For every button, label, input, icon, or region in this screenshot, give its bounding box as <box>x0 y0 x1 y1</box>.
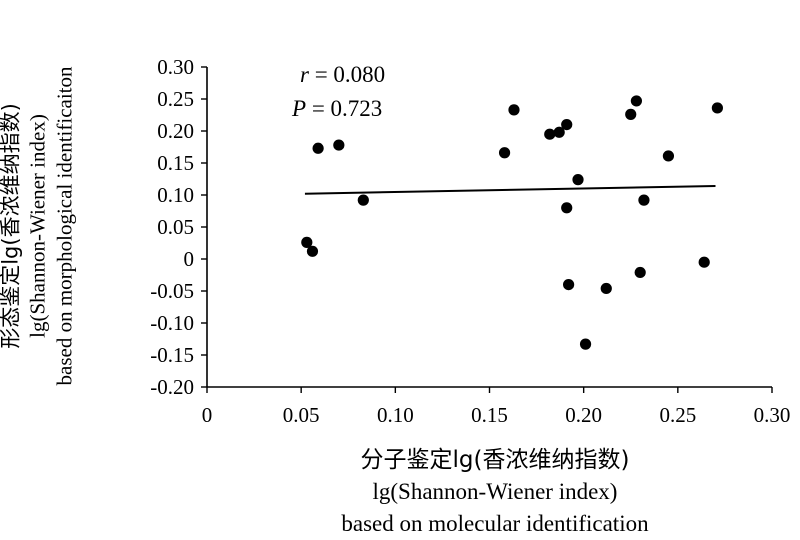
data-point <box>630 95 643 107</box>
data-point <box>600 282 612 295</box>
data-point <box>561 119 573 131</box>
y-tick-label: 0.15 <box>157 151 194 175</box>
y-tick-label: -0.05 <box>150 279 194 303</box>
data-points <box>301 95 723 350</box>
annotation-group: r = 0.080 P = 0.723 <box>291 62 385 121</box>
axes <box>201 66 773 393</box>
data-point <box>301 236 313 248</box>
trendline-group <box>304 185 716 195</box>
data-point <box>625 108 637 120</box>
x-tick-label: 0.30 <box>754 403 791 427</box>
p-label: P <box>291 96 306 121</box>
x-tick-label: 0.15 <box>471 403 508 427</box>
data-point <box>357 194 369 206</box>
data-point <box>306 245 319 257</box>
x-axis-label-line-1: 分子鉴定lg(香浓维纳指数) <box>360 447 630 473</box>
data-point <box>711 102 723 114</box>
r-label: r <box>300 62 310 87</box>
x-tick-label: 0.25 <box>659 403 696 427</box>
x-tick-label: 0 <box>202 403 213 427</box>
p-annotation: P = 0.723 <box>291 96 382 121</box>
data-point <box>579 338 592 350</box>
y-tick-label: 0.25 <box>157 87 194 111</box>
y-tick-label: -0.10 <box>150 311 194 335</box>
y-tick-label: 0.30 <box>157 55 194 79</box>
y-tick-label: -0.20 <box>150 375 194 399</box>
y-axis-label-line-3: based on morphological identificaiton <box>52 66 77 386</box>
data-point <box>553 126 565 138</box>
y-tick-label: 0 <box>184 247 195 271</box>
r-annotation: r = 0.080 <box>300 62 385 87</box>
r-value: = 0.080 <box>309 62 385 87</box>
p-value: = 0.723 <box>306 96 382 121</box>
tick-labels: 0.30 0.25 0.20 0.15 0.10 0.05 0 -0.05 -0.10 -0.15… <box>150 55 790 427</box>
y-axis-label-line-1: 形态鉴定lg(香浓维纳指数) <box>0 103 23 349</box>
y-axis-label: 形态鉴定lg(香浓维纳指数) lg(Shannon-Wiener index) … <box>0 16 79 436</box>
x-axis-label-line-3: based on molecular identification <box>341 511 649 536</box>
data-point <box>333 139 345 151</box>
data-point <box>544 128 556 140</box>
y-tick-label: 0.05 <box>157 215 194 239</box>
data-point <box>638 194 650 206</box>
y-tick-label: 0.20 <box>157 119 194 143</box>
data-point <box>312 142 324 154</box>
x-tick-label: 0.20 <box>565 403 602 427</box>
data-point <box>662 150 675 162</box>
y-tick-label: -0.15 <box>150 343 194 367</box>
data-point <box>561 202 573 214</box>
trendline <box>304 185 716 195</box>
data-point <box>498 147 511 159</box>
data-point <box>563 279 575 291</box>
data-point <box>508 104 520 116</box>
data-point <box>634 266 646 279</box>
x-axis-label-line-2: lg(Shannon-Wiener index) <box>372 479 618 504</box>
x-tick-label: 0.10 <box>377 403 414 427</box>
x-tick-label: 0.05 <box>283 403 320 427</box>
data-point <box>698 256 710 268</box>
y-tick-label: 0.10 <box>157 183 194 207</box>
data-point <box>572 174 584 186</box>
y-axis-label-line-2: lg(Shannon-Wiener index) <box>25 114 50 338</box>
x-axis-label: 分子鉴定lg(香浓维纳指数) lg(Shannon-Wiener index) … <box>200 444 790 540</box>
